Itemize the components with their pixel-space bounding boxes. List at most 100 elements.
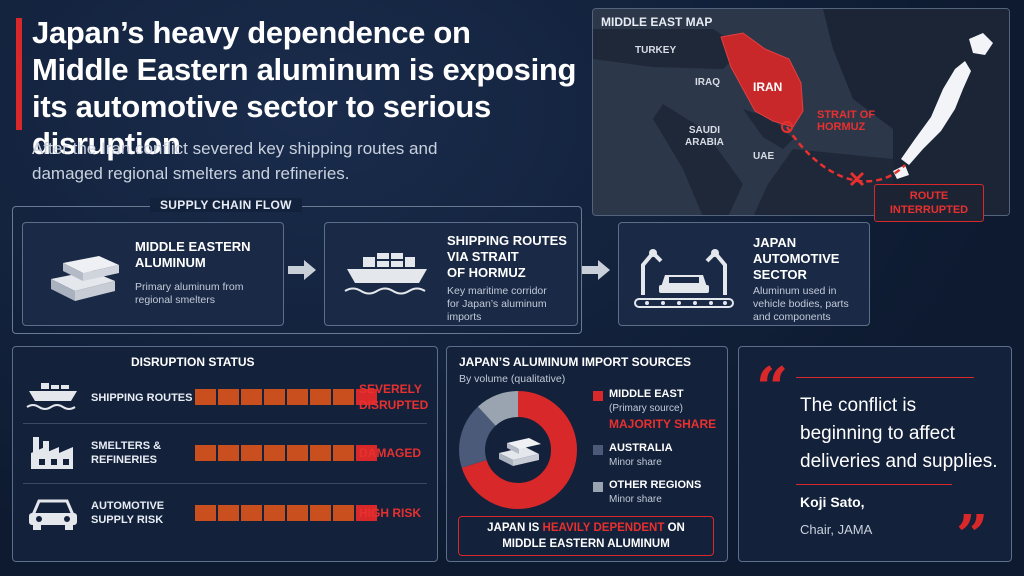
route-interrupted-callout: ROUTE INTERRUPTED: [874, 184, 984, 222]
status-segment: [195, 445, 216, 461]
subtitle-line-1: After the Iran conflict severed key ship…: [32, 139, 438, 158]
status-segment: [356, 505, 377, 521]
status-divider: [23, 423, 427, 424]
status-row-smelters-line-2: REFINERIES: [91, 454, 158, 466]
map-label-uae: UAE: [753, 151, 775, 162]
japan-kyushu-shape: [893, 165, 909, 179]
status-bar-shipping: [195, 389, 377, 405]
legend-middle-east-name: MIDDLE EAST: [609, 388, 684, 400]
card-automotive-title-line-1: JAPAN: [753, 235, 797, 250]
card-automotive-desc-line-3: and components: [753, 311, 831, 323]
quote-line-3: deliveries and supplies.: [800, 451, 998, 472]
donut-slice-other-regions: [459, 391, 577, 509]
factory-icon: [31, 437, 73, 469]
status-segment: [287, 389, 308, 405]
map-title: MIDDLE EAST MAP: [601, 15, 713, 29]
donut-slice-australia: [459, 391, 577, 509]
headline: Japan’s heavy dependence on Middle Easte…: [32, 14, 592, 162]
card-automotive-desc-line-2: vehicle bodies, parts: [753, 298, 849, 310]
legend-middle-east-sub: (Primary source): [609, 403, 683, 414]
japan-shape: [901, 61, 971, 165]
cargo-ship-icon: [344, 253, 427, 295]
status-segment: [218, 505, 239, 521]
status-segment: [195, 505, 216, 521]
supply-chain-label: SUPPLY CHAIN FLOW: [150, 198, 302, 212]
status-segment: [333, 389, 354, 405]
card-shipping-title-line-3: OF HORMUZ: [447, 265, 526, 280]
quote-text: The conflict is beginning to affect deli…: [800, 392, 1000, 476]
disruption-status-title: DISRUPTION STATUS: [131, 355, 255, 369]
map-graphic: [593, 9, 1009, 215]
card-aluminum-desc-line-2: regional smelters: [135, 294, 215, 306]
route-callout-line-1: ROUTE: [909, 190, 949, 202]
quote-panel: [738, 346, 1012, 562]
status-row-shipping-label: SHIPPING ROUTES: [91, 392, 193, 404]
headline-accent-bar: [16, 18, 22, 130]
map-label-saudi-arabia: SAUDI ARABIA: [685, 125, 724, 149]
card-aluminum-title-line-1: MIDDLE EASTERN: [135, 239, 251, 254]
import-donut-chart: [459, 391, 577, 509]
status-segment: [333, 445, 354, 461]
status-bar-automotive: [195, 505, 377, 521]
arabian-sea-shape: [753, 149, 893, 215]
status-value-automotive: HIGH RISK: [359, 506, 422, 520]
card-aluminum-desc-line-1: Primary aluminum from: [135, 281, 244, 293]
disruption-status-panel: DISRUPTION STATUS SHIPPING ROUTES SEVERE…: [12, 346, 438, 562]
status-value-shipping-line-2: DISRUPTED: [359, 398, 429, 412]
map-label-iraq: IRAQ: [695, 77, 720, 88]
status-segment: [218, 389, 239, 405]
status-segment: [241, 505, 262, 521]
flow-arrow-2-icon: [582, 260, 610, 280]
legend-australia-sub: Minor share: [609, 457, 662, 468]
status-value-shipping-line-1: SEVERELY: [359, 382, 422, 396]
dependency-callout: JAPAN IS HEAVILY DEPENDENT ON MIDDLE EAS…: [458, 516, 714, 556]
legend-australia-name: AUSTRALIA: [609, 442, 673, 454]
card-aluminum-title-line-2: ALUMINUM: [135, 255, 206, 270]
status-segment: [310, 445, 331, 461]
flow-card-shipping: SHIPPING ROUTES VIA STRAIT OF HORMUZ Key…: [324, 222, 578, 326]
red-sea-shape: [653, 104, 743, 215]
quote-line-1: The conflict is: [800, 395, 917, 416]
flow-card-automotive: JAPAN AUTOMOTIVE SECTOR Aluminum used in…: [618, 222, 870, 326]
status-segment: [241, 445, 262, 461]
dependency-highlight: HEAVILY DEPENDENT: [542, 522, 665, 534]
flow-arrow-1-icon: [288, 260, 316, 280]
route-callout-line-2: INTERRUPTED: [889, 204, 969, 216]
card-shipping-desc-line-1: Key maritime corridor: [447, 285, 547, 297]
status-value-shipping: SEVERELY DISRUPTED: [359, 381, 428, 413]
map-label-iran: IRAN: [753, 80, 783, 94]
status-segment: [287, 505, 308, 521]
ocean-shape: [823, 9, 1009, 215]
status-segment: [287, 445, 308, 461]
map-label-saudi-line-2: ARABIA: [685, 137, 724, 148]
dependency-line-2: MIDDLE EASTERN ALUMINUM: [502, 538, 670, 550]
map-label-strait-line-2: HORMUZ: [817, 121, 866, 133]
status-segment: [356, 445, 377, 461]
status-segment: [310, 389, 331, 405]
card-automotive-desc-line-1: Aluminum used in: [753, 285, 837, 297]
card-shipping-description: Key maritime corridor for Japan’s alumin…: [447, 285, 547, 324]
map-label-turkey: TURKEY: [635, 45, 677, 56]
quote-line-2: beginning to affect: [800, 423, 955, 444]
car-assembly-icon: [634, 249, 734, 308]
import-sources-title: JAPAN’S ALUMINUM IMPORT SOURCES: [459, 355, 692, 369]
aluminum-ingots-icon: [499, 438, 541, 466]
headline-line-2: Middle Eastern aluminum is exposing: [32, 52, 577, 87]
card-shipping-title-line-1: SHIPPING ROUTES: [447, 233, 567, 248]
card-automotive-title-line-2: AUTOMOTIVE: [753, 251, 840, 266]
status-row-automotive-line-2: SUPPLY RISK: [91, 514, 164, 526]
dependency-text-a: JAPAN IS: [487, 522, 540, 534]
quote-author: Koji Sato,: [800, 494, 865, 510]
middle-east-map-panel: MIDDLE EAST MAP TURKEY IRAQ IRAN SAUDI A…: [592, 8, 1010, 216]
subtitle-line-2: damaged regional smelters and refineries…: [32, 164, 350, 183]
quote-top-rule: [796, 377, 974, 378]
status-segment: [264, 389, 285, 405]
import-sources-panel: JAPAN’S ALUMINUM IMPORT SOURCES By volum…: [446, 346, 728, 562]
aluminum-ingots-icon: [51, 256, 119, 301]
map-label-saudi-line-1: SAUDI: [688, 125, 720, 136]
ship-icon: [26, 383, 77, 410]
status-segment: [241, 389, 262, 405]
legend-other-regions-name: OTHER REGIONS: [609, 479, 702, 491]
quote-bottom-rule: [796, 484, 952, 485]
import-sources-subtitle: By volume (qualitative): [459, 373, 566, 385]
